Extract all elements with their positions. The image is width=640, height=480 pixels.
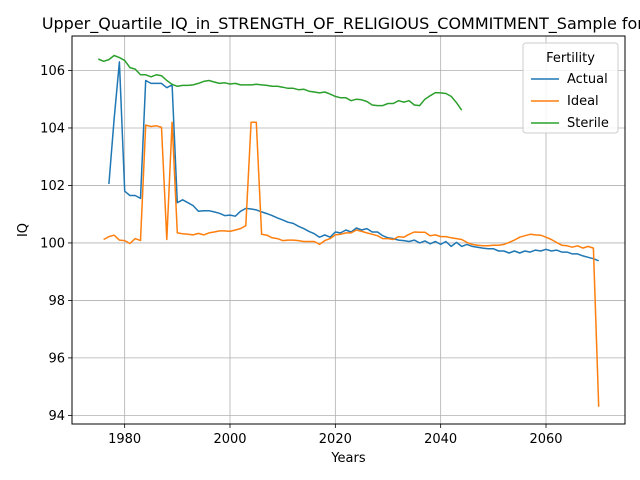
y-tick-label: 96 bbox=[48, 351, 65, 366]
x-axis-label: Years bbox=[330, 451, 366, 466]
plot-area-frame bbox=[71, 35, 626, 425]
series-lines bbox=[98, 54, 600, 407]
y-axis-label: IQ bbox=[16, 223, 31, 237]
legend: Fertility Actual Ideal Sterile bbox=[522, 42, 619, 134]
x-tick-label: 2000 bbox=[213, 432, 246, 447]
y-tick-label: 106 bbox=[40, 64, 65, 79]
series-line-sterile bbox=[98, 54, 463, 111]
x-tick-label: 2060 bbox=[529, 432, 562, 447]
y-tick-label: 100 bbox=[40, 236, 65, 251]
y-tick-label: 104 bbox=[40, 121, 65, 136]
series-line-ideal bbox=[103, 121, 600, 407]
y-axis-ticks: 94 96 98 100 102 104 106 bbox=[40, 64, 72, 424]
y-tick-label: 102 bbox=[40, 179, 65, 194]
chart-title: Upper_Quartile_IQ_in_STRENGTH_OF_RELIGIO… bbox=[42, 14, 640, 34]
y-tick-label: 98 bbox=[48, 294, 65, 309]
x-tick-label: 1980 bbox=[108, 432, 141, 447]
grid-lines bbox=[72, 36, 625, 424]
x-axis-ticks: 1980 2000 2020 2040 2060 bbox=[108, 424, 563, 447]
legend-label-actual: Actual bbox=[567, 72, 608, 87]
x-tick-label: 2020 bbox=[319, 432, 352, 447]
y-tick-label: 94 bbox=[48, 409, 65, 424]
legend-label-ideal: Ideal bbox=[567, 94, 599, 109]
series-line-actual bbox=[108, 61, 599, 262]
x-tick-label: 2040 bbox=[424, 432, 457, 447]
legend-label-sterile: Sterile bbox=[567, 116, 609, 131]
legend-title: Fertility bbox=[546, 51, 595, 66]
legend-box bbox=[522, 42, 619, 134]
